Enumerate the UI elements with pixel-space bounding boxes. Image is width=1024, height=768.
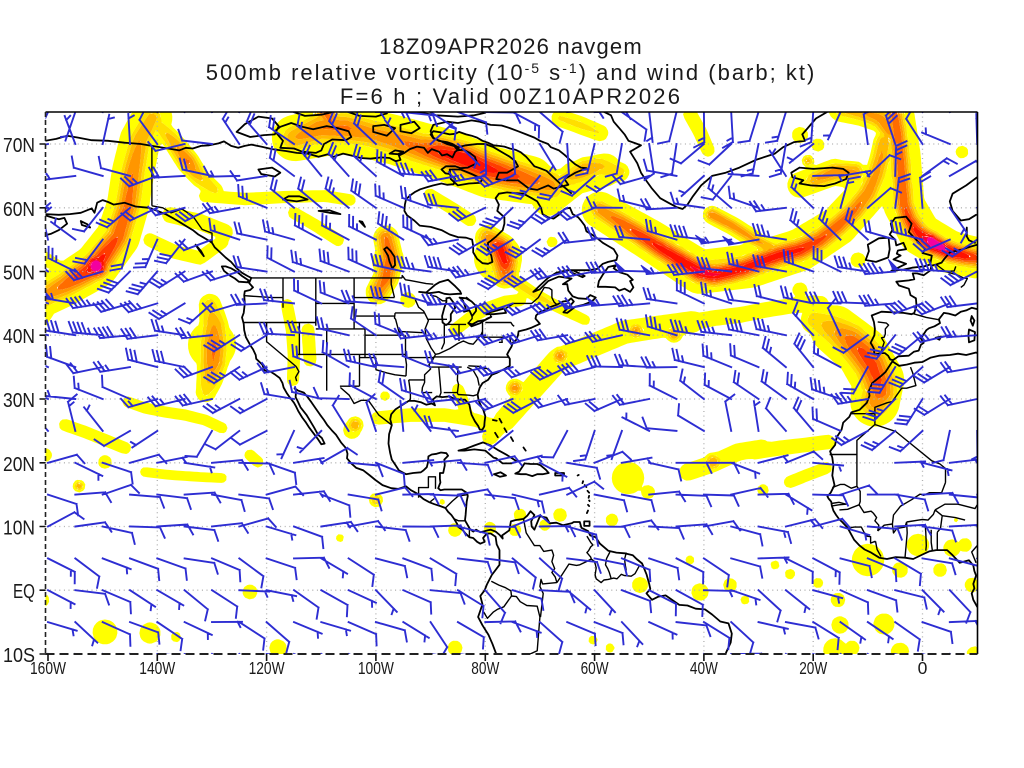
- svg-text:0: 0: [918, 658, 928, 678]
- svg-text:60N: 60N: [3, 199, 35, 221]
- svg-text:30N: 30N: [3, 390, 35, 412]
- svg-text:20W: 20W: [799, 658, 827, 678]
- svg-text:140W: 140W: [139, 658, 175, 678]
- svg-text:160W: 160W: [30, 658, 66, 678]
- svg-text:70N: 70N: [3, 135, 35, 157]
- svg-text:50N: 50N: [3, 263, 35, 285]
- svg-text:20N: 20N: [3, 454, 35, 476]
- svg-text:100W: 100W: [358, 658, 394, 678]
- svg-text:80W: 80W: [471, 658, 499, 678]
- svg-text:EQ: EQ: [13, 581, 35, 603]
- svg-text:120W: 120W: [249, 658, 285, 678]
- svg-text:18Z09APR2026 navgem: 18Z09APR2026 navgem: [379, 34, 643, 59]
- svg-text:F=6 h ; Valid 00Z10APR2026: F=6 h ; Valid 00Z10APR2026: [340, 84, 682, 109]
- svg-text:60W: 60W: [581, 658, 609, 678]
- svg-text:10S: 10S: [3, 645, 35, 667]
- svg-text:40W: 40W: [690, 658, 718, 678]
- svg-text:500mb relative vorticity (10-5: 500mb relative vorticity (10-5 s-1) and …: [206, 60, 817, 85]
- svg-text:10N: 10N: [3, 518, 35, 540]
- svg-text:40N: 40N: [3, 326, 35, 348]
